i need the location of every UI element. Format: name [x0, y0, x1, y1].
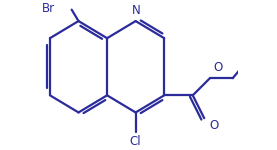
- Text: O: O: [209, 119, 219, 132]
- Text: Cl: Cl: [130, 135, 142, 148]
- Text: N: N: [132, 4, 141, 17]
- Text: O: O: [213, 61, 223, 74]
- Text: Br: Br: [41, 2, 55, 15]
